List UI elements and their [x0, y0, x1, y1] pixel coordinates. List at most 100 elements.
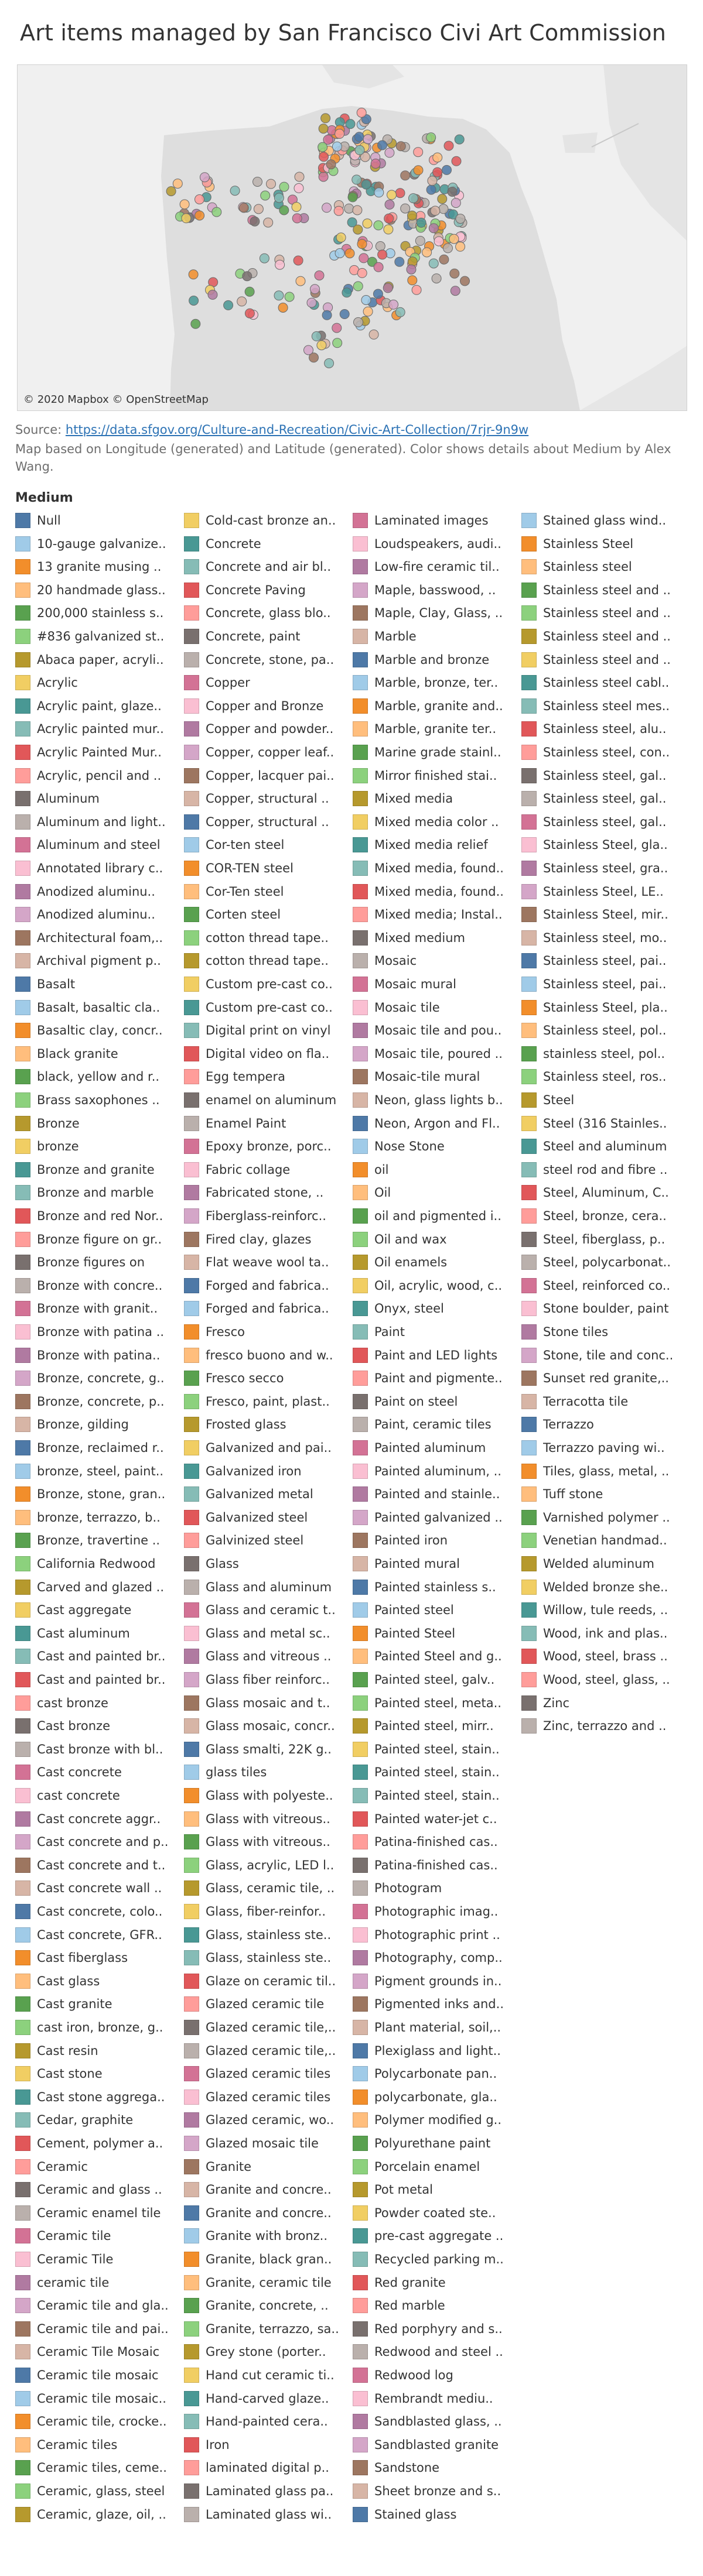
- legend-item[interactable]: Steel and aluminum: [521, 1137, 667, 1156]
- map-point[interactable]: [250, 216, 260, 227]
- legend-item[interactable]: Rembrandt mediu..: [353, 2389, 493, 2408]
- legend-item[interactable]: Willow, tule reeds, ..: [521, 1601, 668, 1619]
- legend-item[interactable]: Cedar, graphite: [15, 2111, 133, 2129]
- legend-item[interactable]: laminated digital p..: [184, 2458, 329, 2477]
- legend-item[interactable]: Fired clay, glazes: [184, 1230, 311, 1249]
- legend-item[interactable]: Stainless Steel, gla..: [521, 835, 668, 854]
- legend-item[interactable]: Plexiglass and light..: [353, 2041, 501, 2060]
- legend-item[interactable]: Marble, bronze, ter..: [353, 673, 498, 692]
- legend-item[interactable]: Galvanized and pai..: [184, 1438, 332, 1457]
- legend-item[interactable]: Stainless steel, gal..: [521, 789, 666, 808]
- legend-item[interactable]: Cast stone aggrega..: [15, 2088, 165, 2106]
- legend-item[interactable]: Polymer modified g..: [353, 2111, 501, 2129]
- map-point[interactable]: [400, 203, 411, 214]
- legend-item[interactable]: Pigment grounds in..: [353, 1972, 501, 1991]
- legend-item[interactable]: Bronze, travertine ..: [15, 1531, 160, 1550]
- legend-item[interactable]: Loudspeakers, audi..: [353, 535, 501, 553]
- map-point[interactable]: [189, 296, 199, 306]
- legend-item[interactable]: Acrylic painted mur..: [15, 720, 164, 738]
- legend-item[interactable]: Bronze, gilding: [15, 1415, 129, 1434]
- legend-item[interactable]: Glass smalti, 22K g..: [184, 1740, 332, 1759]
- legend-item[interactable]: Granite and concre..: [184, 2204, 332, 2222]
- legend-item[interactable]: Porcelain enamel: [353, 2157, 480, 2176]
- legend-item[interactable]: Stainless steel mes..: [521, 697, 670, 715]
- legend-item[interactable]: Bronze and granite: [15, 1160, 155, 1179]
- legend-item[interactable]: Painted steel, stain..: [353, 1786, 500, 1805]
- legend-item[interactable]: Cast granite: [15, 1995, 112, 2013]
- map-point[interactable]: [413, 147, 424, 157]
- map-point[interactable]: [303, 345, 313, 355]
- map-point[interactable]: [431, 273, 442, 284]
- map-point[interactable]: [428, 223, 439, 234]
- legend-item[interactable]: Sandblasted granite: [353, 2435, 499, 2454]
- map-point[interactable]: [294, 172, 305, 182]
- map-point[interactable]: [363, 306, 373, 317]
- legend-item[interactable]: Stainless Steel, LE..: [521, 882, 664, 901]
- legend-item[interactable]: oil and pigmented i..: [353, 1207, 501, 1225]
- legend-item[interactable]: Concrete, glass blo..: [184, 604, 331, 622]
- legend-item[interactable]: Ceramic tile: [15, 2226, 111, 2245]
- legend-item[interactable]: Fresco secco: [184, 1369, 284, 1388]
- legend-item[interactable]: Galvanized metal: [184, 1485, 313, 1503]
- legend-item[interactable]: cotton thread tape..: [184, 951, 329, 970]
- legend-item[interactable]: Bronze and marble: [15, 1183, 154, 1202]
- legend-item[interactable]: Cast concrete aggr..: [15, 1810, 161, 1828]
- legend-item[interactable]: Painted steel: [353, 1601, 454, 1619]
- legend-item[interactable]: Glass, stainless ste..: [184, 1926, 331, 1944]
- legend-item[interactable]: Copper and powder..: [184, 720, 333, 738]
- legend-item[interactable]: Epoxy bronze, porc..: [184, 1137, 332, 1156]
- legend-item[interactable]: Copper and Bronze: [184, 697, 323, 715]
- legend-item[interactable]: Terrazzo paving wi..: [521, 1438, 665, 1457]
- legend-item[interactable]: Pigmented inks and..: [353, 1995, 504, 2013]
- legend-item[interactable]: Onyx, steel: [353, 1299, 444, 1318]
- map-point[interactable]: [237, 296, 247, 307]
- legend-item[interactable]: Oil and wax: [353, 1230, 447, 1249]
- map-point[interactable]: [332, 323, 342, 333]
- map-point[interactable]: [324, 358, 335, 368]
- legend-item[interactable]: COR-TEN steel: [184, 859, 294, 878]
- map-point[interactable]: [357, 239, 367, 249]
- legend-item[interactable]: Mixed media color ..: [353, 813, 499, 831]
- legend-item[interactable]: Cast fiberglass: [15, 1948, 128, 1967]
- legend-item[interactable]: Zinc: [521, 1694, 569, 1712]
- legend-item[interactable]: Stainless steel, ros..: [521, 1067, 666, 1086]
- legend-item[interactable]: Nose Stone: [353, 1137, 445, 1156]
- map-point[interactable]: [310, 284, 320, 294]
- map-point[interactable]: [292, 213, 302, 224]
- legend-item[interactable]: Marble and bronze: [353, 650, 489, 669]
- legend-item[interactable]: Ceramic Tile Mosaic: [15, 2342, 159, 2361]
- map-point[interactable]: [274, 193, 284, 203]
- legend-item[interactable]: Stainless steel, pai..: [521, 951, 666, 970]
- legend-item[interactable]: Cold-cast bronze an..: [184, 511, 336, 530]
- map-point[interactable]: [320, 113, 331, 124]
- map-point[interactable]: [223, 300, 234, 310]
- map-point[interactable]: [166, 186, 176, 197]
- map-point[interactable]: [400, 170, 411, 181]
- legend-item[interactable]: Stainless Steel: [521, 535, 633, 553]
- legend-item[interactable]: Paint, ceramic tiles: [353, 1415, 492, 1434]
- legend-item[interactable]: ceramic tile: [15, 2273, 109, 2292]
- legend-item[interactable]: Mixed media, found..: [353, 859, 504, 878]
- legend-item[interactable]: Patina-finished cas..: [353, 1856, 498, 1875]
- legend-item[interactable]: Glazed ceramic tiles: [184, 2064, 330, 2083]
- legend-item[interactable]: Cor-ten steel: [184, 835, 284, 854]
- legend-item[interactable]: Fabric collage: [184, 1160, 290, 1179]
- map-point[interactable]: [395, 141, 406, 152]
- legend-item[interactable]: Ceramic, glass, steel: [15, 2482, 165, 2500]
- legend-item[interactable]: Venetian handmad..: [521, 1531, 667, 1550]
- map-point[interactable]: [370, 159, 381, 169]
- legend-item[interactable]: Glazed ceramic, wo..: [184, 2111, 334, 2129]
- legend-item[interactable]: Cast glass: [15, 1972, 100, 1991]
- map-point[interactable]: [455, 214, 466, 224]
- legend-item[interactable]: Stainless steel, gal..: [521, 813, 666, 831]
- map-point[interactable]: [353, 224, 363, 235]
- legend-item[interactable]: Ceramic tiles: [15, 2435, 117, 2454]
- legend-item[interactable]: Glazed ceramic tile: [184, 1995, 324, 2013]
- legend-item[interactable]: Ceramic: [15, 2157, 88, 2176]
- legend-item[interactable]: Stainless Steel, mir..: [521, 905, 668, 924]
- legend-item[interactable]: bronze, terrazzo, b..: [15, 1508, 161, 1527]
- legend-item[interactable]: Acrylic paint, glaze..: [15, 697, 162, 715]
- map-point[interactable]: [316, 340, 327, 351]
- map-point[interactable]: [377, 249, 388, 260]
- map-point[interactable]: [279, 181, 289, 192]
